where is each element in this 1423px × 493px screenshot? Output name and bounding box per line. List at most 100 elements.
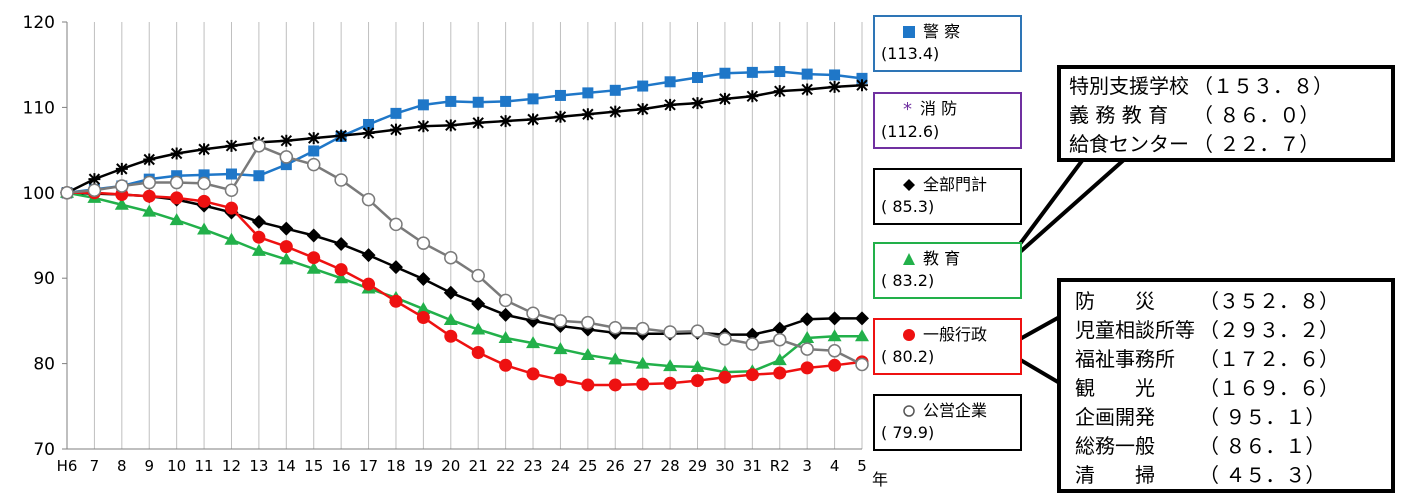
data-point: [635, 356, 650, 369]
data-point: [362, 277, 376, 291]
series-5: [60, 139, 869, 372]
data-point: [526, 336, 541, 349]
data-point: [690, 360, 705, 373]
data-point: [500, 95, 512, 107]
series-line: [66, 191, 862, 336]
data-point: [443, 285, 458, 300]
data-point: [279, 221, 294, 236]
y-tick-label: 110: [23, 98, 55, 118]
x-tick-label: 24: [551, 457, 570, 475]
data-point: [443, 313, 458, 326]
x-axis-label: 年: [872, 470, 888, 489]
callout-row-name: 総務一般: [1075, 434, 1155, 458]
data-point: [252, 230, 266, 244]
data-point: [773, 366, 787, 380]
callout-row: 企画開発 （ ９５．１）: [1075, 403, 1377, 432]
data-point: [718, 332, 732, 346]
callout-row-name: 義 務 教 育: [1069, 103, 1169, 127]
data-point: [334, 263, 348, 277]
callout-row-value: （１５３．８）: [1193, 74, 1333, 98]
x-tick-label: 13: [249, 457, 268, 475]
data-point: [608, 352, 623, 365]
x-tick-label: H6: [57, 457, 78, 475]
data-point: [581, 315, 595, 330]
data-point: [279, 240, 293, 254]
data-point: [827, 311, 842, 326]
callout-row-value: （１７２．６）: [1199, 347, 1339, 371]
data-point: [142, 175, 156, 190]
data-point: [664, 98, 677, 111]
x-tick-label: 8: [117, 457, 127, 475]
data-point: [170, 191, 184, 205]
data-point: [828, 80, 841, 93]
data-point: [471, 345, 485, 359]
data-point: [801, 68, 813, 80]
data-point: [115, 179, 129, 193]
data-point: [444, 329, 458, 343]
data-point: [636, 103, 649, 116]
data-point: [608, 378, 622, 392]
circle-marker-icon: [903, 329, 915, 341]
legend-police-value: (113.4): [881, 44, 940, 63]
data-point: [389, 217, 403, 232]
legend-education: 教 育 ( 83.2): [873, 242, 1022, 299]
data-point: [198, 169, 210, 181]
data-point: [471, 322, 486, 335]
data-point: [416, 272, 431, 287]
data-point: [115, 162, 128, 175]
data-point: [800, 342, 814, 356]
data-point: [580, 348, 595, 361]
square-marker-icon: [903, 26, 915, 38]
data-point: [581, 378, 595, 392]
callout-row-name: 企画開発: [1075, 405, 1155, 429]
callout-row-name: 清 掃: [1075, 463, 1155, 487]
data-point: [691, 374, 705, 388]
data-point: [363, 118, 375, 130]
data-point: [690, 324, 705, 338]
y-tick-label: 120: [23, 13, 55, 33]
data-point: [609, 84, 621, 96]
data-point: [692, 72, 704, 84]
data-point: [334, 237, 349, 252]
legend-fire-value: (112.6): [881, 122, 940, 141]
callout-row: 総務一般 （ ８６．１）: [1075, 432, 1377, 461]
x-tick-label: 17: [359, 457, 378, 475]
legend-fire-label: 消 防: [920, 99, 958, 118]
callout-row-value: （３５２．８）: [1199, 289, 1339, 313]
data-point: [279, 150, 294, 164]
data-point: [197, 222, 212, 235]
tick-labels: 70 80 90 100 110 120 H6 7 8 9 10 11 12 13 14 15 16 17 18 19…: [23, 13, 867, 475]
data-point: [362, 127, 375, 140]
data-point: [554, 89, 566, 101]
data-point: [306, 157, 321, 172]
data-point: [553, 373, 567, 387]
callout-row-name: 防 災: [1075, 289, 1155, 313]
x-tick-label: 7: [90, 457, 100, 475]
data-point: [608, 320, 623, 335]
callout-general-admin-breakdown: 防 災（３５２．８） 児童相談所等 （２９３．２） 福祉事務所 （１７２．６）観 光（１…: [1057, 278, 1395, 493]
data-point: [224, 183, 239, 197]
data-point: [471, 268, 485, 283]
data-point: [445, 95, 457, 107]
series-2: [60, 185, 869, 342]
callout-row: 児童相談所等 （２９３．２）: [1075, 316, 1377, 345]
callout-row-value: （２９３．２）: [1199, 318, 1339, 342]
data-point: [416, 301, 431, 314]
data-point: [635, 321, 650, 336]
data-point: [88, 173, 101, 186]
data-point: [856, 79, 868, 92]
data-point: [171, 170, 183, 182]
data-point: [224, 232, 239, 245]
data-point: [307, 251, 321, 265]
data-point: [388, 260, 403, 275]
callout-row-name: 児童相談所等: [1075, 318, 1195, 342]
data-point: [554, 110, 567, 123]
legend-police: 警 察 (113.4): [873, 15, 1022, 72]
data-point: [663, 359, 678, 372]
data-point: [773, 85, 786, 98]
data-point: [800, 361, 814, 375]
x-tick-label: 5: [857, 457, 867, 475]
x-tick-label: 27: [633, 457, 652, 475]
callout-row-value: （ ９５．１）: [1199, 405, 1326, 429]
data-point: [142, 204, 157, 217]
